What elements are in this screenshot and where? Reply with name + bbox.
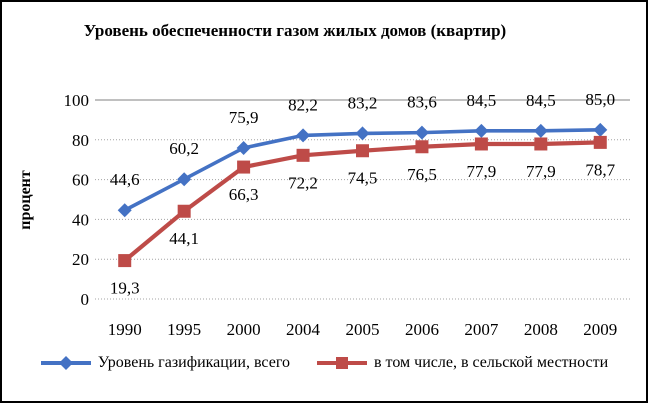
data-label: 74,5 [348,169,378,188]
marker-diamond [117,203,132,218]
marker-diamond [474,123,489,138]
y-tick-label-40: 40 [72,210,89,229]
data-label: 84,5 [526,91,556,110]
marker-square [118,254,132,268]
legend-swatch-line-diamond-icon [40,356,91,370]
x-tick-label-2009: 2009 [583,320,617,339]
marker-square [237,160,251,174]
data-label: 19,3 [110,279,140,298]
y-tick-label-60: 60 [72,171,89,190]
y-tick-label-80: 80 [72,131,89,150]
marker-square [593,135,607,149]
marker-diamond [355,126,370,141]
marker-square [415,140,429,154]
x-tick-label-2007: 2007 [464,320,499,339]
x-tick-label-2000: 2000 [227,320,261,339]
data-label: 75,9 [229,108,259,127]
y-tick-label-20: 20 [72,250,89,269]
legend-square-icon [336,357,348,369]
x-tick-label-2006: 2006 [405,320,439,339]
data-label: 83,6 [407,93,437,112]
data-label: 44,6 [110,170,140,189]
legend-diamond-icon [58,356,73,370]
data-label: 76,5 [407,165,437,184]
marker-diamond [533,123,548,138]
marker-diamond [177,172,192,187]
data-label: 66,3 [229,185,259,204]
data-label: 77,9 [467,162,497,181]
legend-item-gasification-total: Уровень газификации, всего [40,354,290,372]
chart-title: Уровень обеспеченности газом жилых домов… [83,21,507,40]
data-label: 44,1 [169,229,199,248]
marker-diamond [296,128,311,143]
legend-label-total: Уровень газификации, всего [97,354,290,371]
marker-square [356,144,369,158]
marker-square [534,137,548,151]
y-axis-title: процент [17,170,34,230]
data-label: 60,2 [169,139,199,158]
legend-label-rural: в том числе, в сельской местности [374,354,609,371]
data-label: 72,2 [288,173,318,192]
x-tick-label-2004: 2004 [286,320,321,339]
legend-item-rural: в том числе, в сельской местности [316,354,608,372]
x-tick-label-1995: 1995 [167,320,201,339]
y-tick-label-0: 0 [81,290,90,309]
marker-diamond [414,125,429,140]
legend-swatch-line-square-icon [317,357,367,369]
data-label: 82,2 [288,95,318,114]
data-label: 85,0 [585,90,615,109]
marker-square [474,137,488,151]
x-tick-label-2008: 2008 [524,320,558,339]
x-tick-label-2005: 2005 [346,320,380,339]
marker-diamond [593,122,608,137]
marker-diamond [236,140,251,155]
data-label: 78,7 [585,160,615,179]
y-tick-label-100: 100 [64,91,90,110]
data-label: 83,2 [348,93,378,112]
marker-square [296,148,310,162]
marker-square [177,204,191,218]
data-label: 84,5 [467,91,497,110]
x-tick-label-1990: 1990 [108,320,142,339]
legend: Уровень газификации, всего в том числе, … [2,354,646,372]
data-label: 77,9 [526,162,556,181]
